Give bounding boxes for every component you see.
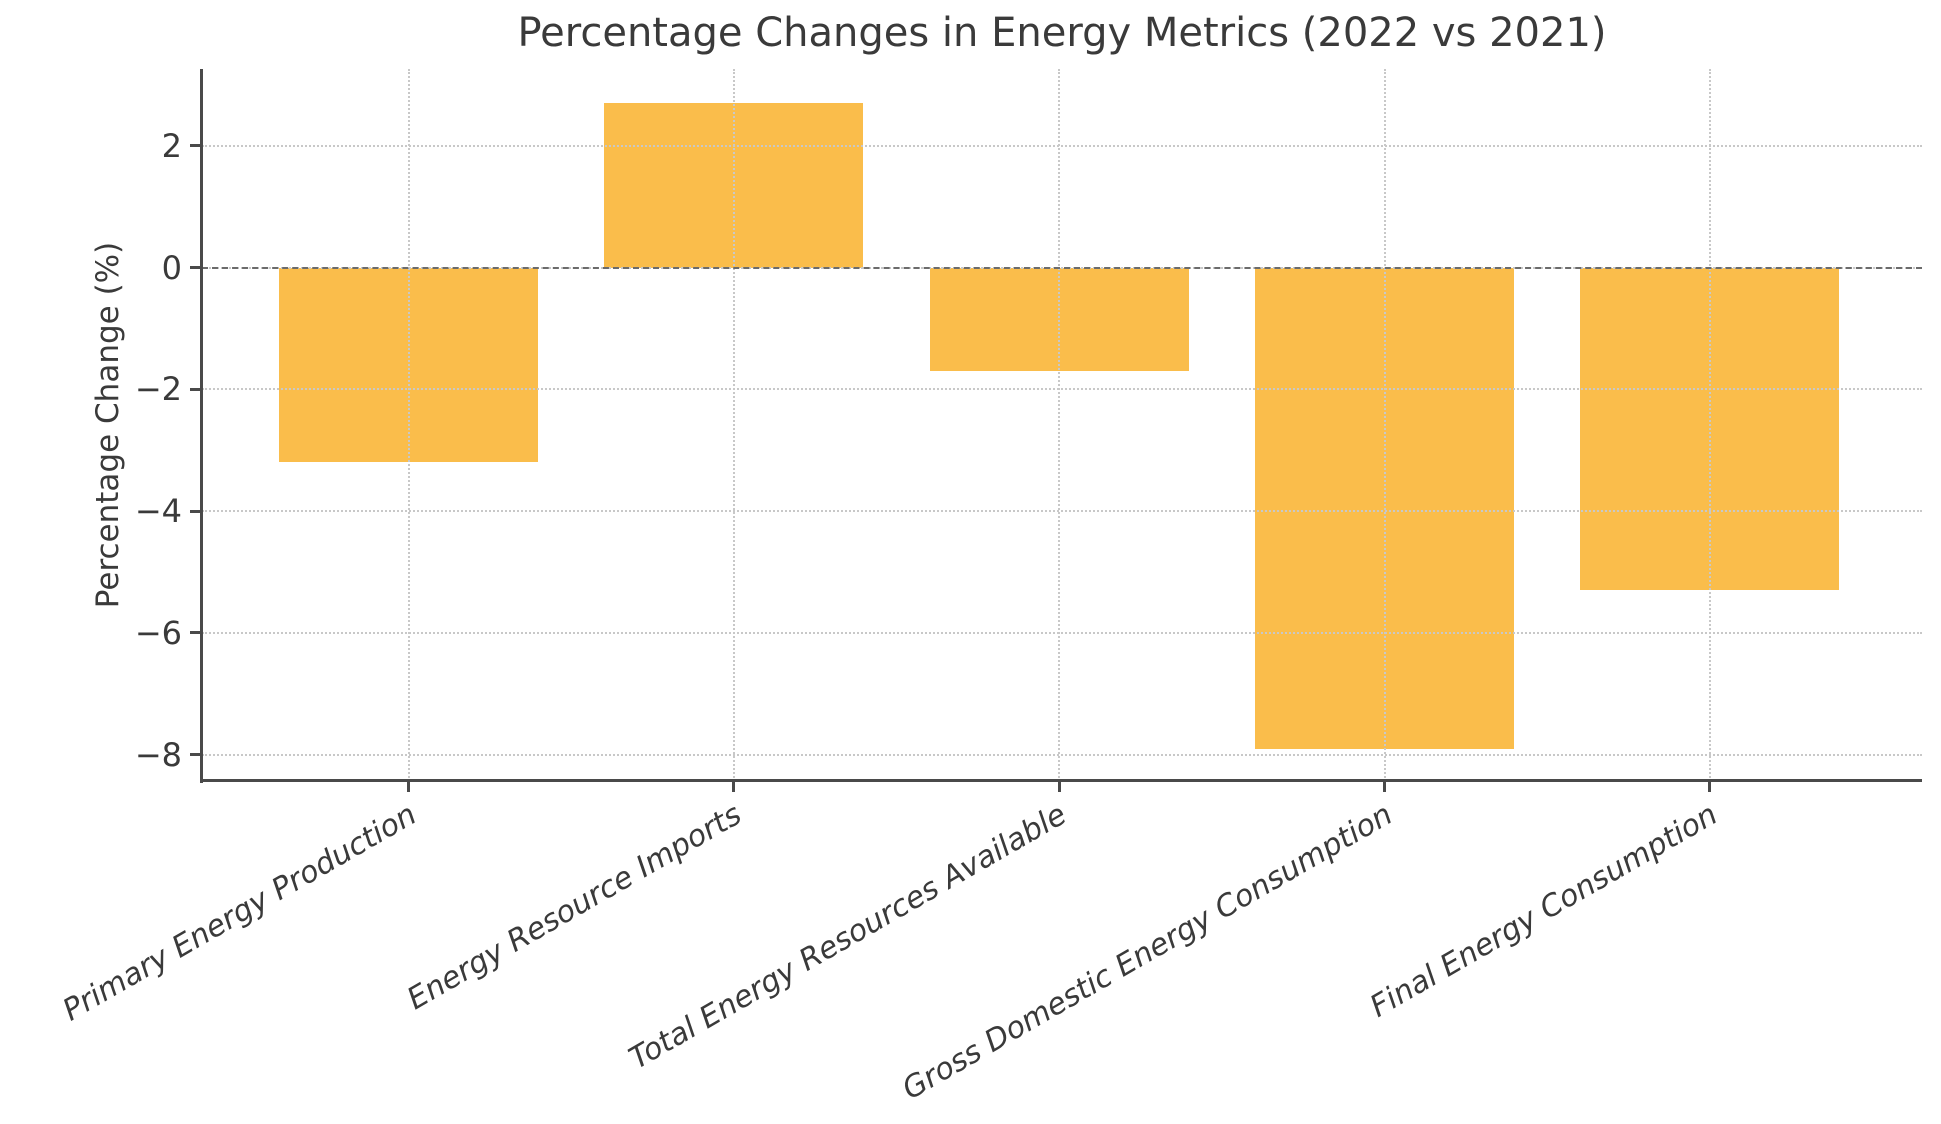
x-tick-label-3: Gross Domestic Energy Consumption bbox=[896, 797, 1399, 1108]
h-gridline-2 bbox=[202, 388, 1922, 391]
x-axis-spine bbox=[200, 779, 1922, 782]
y-tick-label-0: 2 bbox=[161, 126, 182, 165]
x-tick-label-0: Primary Energy Production bbox=[56, 797, 423, 1029]
x-tick-label-4: Final Energy Consumption bbox=[1364, 797, 1724, 1025]
h-gridline-0 bbox=[202, 144, 1922, 147]
y-tick-mark-5 bbox=[190, 753, 201, 757]
x-tick-mark-0 bbox=[407, 781, 411, 792]
v-gridline-2 bbox=[1058, 69, 1061, 781]
y-tick-mark-0 bbox=[190, 144, 201, 148]
y-tick-label-5: −8 bbox=[134, 735, 182, 774]
h-gridline-5 bbox=[202, 753, 1922, 756]
v-gridline-4 bbox=[1708, 69, 1711, 781]
y-tick-label-1: 0 bbox=[161, 248, 182, 287]
plot-area bbox=[202, 69, 1922, 781]
v-gridline-3 bbox=[1383, 69, 1386, 781]
chart-title: Percentage Changes in Energy Metrics (20… bbox=[517, 10, 1607, 56]
y-tick-mark-3 bbox=[190, 509, 201, 513]
y-tick-mark-4 bbox=[190, 631, 201, 635]
y-axis-spine bbox=[200, 69, 203, 783]
y-axis-label: Percentage Change (%) bbox=[90, 241, 126, 609]
y-tick-label-3: −4 bbox=[134, 492, 182, 531]
h-gridline-4 bbox=[202, 631, 1922, 634]
y-tick-mark-2 bbox=[190, 387, 201, 391]
y-tick-mark-1 bbox=[190, 266, 201, 270]
v-gridline-0 bbox=[407, 69, 410, 781]
y-tick-label-4: −6 bbox=[134, 613, 182, 652]
zero-line bbox=[202, 266, 1922, 269]
x-tick-mark-1 bbox=[732, 781, 736, 792]
h-gridline-3 bbox=[202, 510, 1922, 513]
v-gridline-1 bbox=[732, 69, 735, 781]
x-tick-mark-4 bbox=[1708, 781, 1712, 792]
x-tick-mark-3 bbox=[1383, 781, 1387, 792]
x-tick-label-1: Energy Resource Imports bbox=[401, 797, 748, 1018]
y-tick-label-2: −2 bbox=[134, 370, 182, 409]
x-tick-mark-2 bbox=[1057, 781, 1061, 792]
